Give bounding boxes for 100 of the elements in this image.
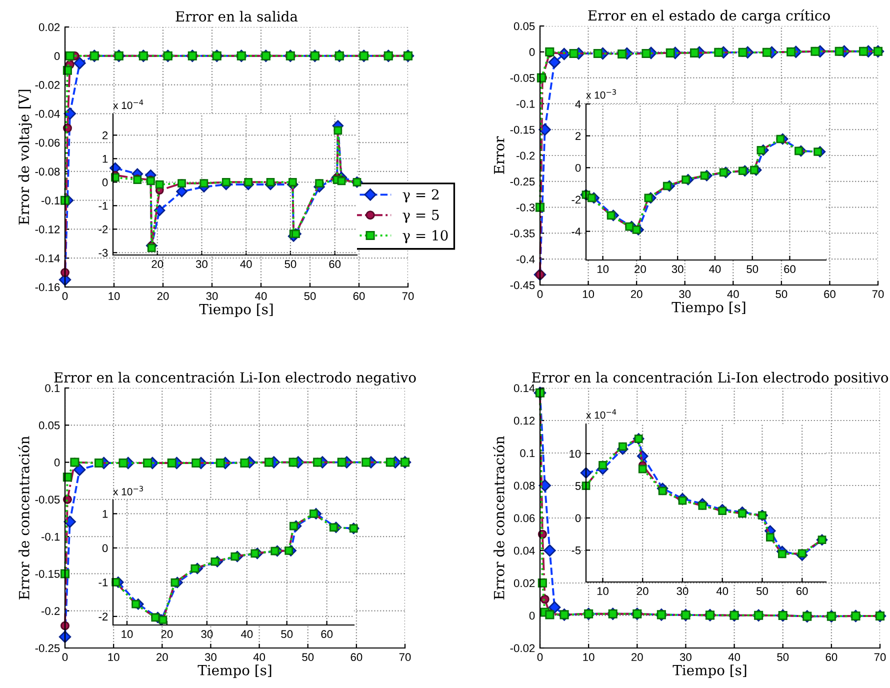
x-tick-label: 60	[796, 587, 808, 596]
y-tick-label: -0.04	[35, 110, 60, 118]
y-tick-label: -0.12	[35, 225, 60, 234]
y-axis-title: Error	[494, 136, 504, 174]
x-tick-label: 30	[672, 265, 684, 274]
x-tick-label: 40	[716, 587, 728, 596]
annotation: x 10$^{−3}$	[113, 486, 143, 496]
x-tick-label: 60	[321, 630, 333, 638]
x-tick-label: 40	[240, 260, 252, 268]
x-tick-label: 30	[676, 587, 688, 596]
y-tick-label: -0.2	[516, 152, 535, 160]
x-tick-label: 50	[777, 653, 789, 662]
legend-label: γ = 5	[402, 210, 439, 223]
x-tick-label: 40	[255, 292, 267, 300]
x-tick-label: 70	[874, 653, 886, 662]
y-tick-label: -0.16	[35, 283, 60, 292]
x-tick-label: 50	[776, 290, 788, 298]
y-tick-label: -0.14	[35, 254, 60, 262]
annotation: x 10$^{−4}$	[113, 100, 144, 110]
x-tick-label: 30	[679, 290, 691, 298]
x-tick-label: 10	[108, 653, 120, 662]
y-tick-label: 0.1	[45, 384, 60, 392]
chart-title: Error en la concentración Li-Ion electrodo positivo	[532, 371, 888, 386]
y-tick-label: 0.14	[514, 384, 535, 392]
x-tick-label: 40	[253, 653, 266, 662]
y-tick-label: 0	[54, 458, 60, 466]
x-tick-label: 0	[537, 290, 543, 298]
x-tick-label: 20	[630, 290, 642, 298]
y-tick-label: 0	[529, 612, 535, 620]
y-tick-label: 0	[529, 48, 535, 56]
y-tick-label: 0	[54, 52, 60, 60]
y-tick-label: 4	[575, 100, 581, 108]
y-tick-label: 0	[575, 164, 581, 172]
y-tick-label: 0	[102, 544, 108, 552]
y-tick-label: 0.1	[520, 449, 535, 458]
y-tick-label: -1	[98, 202, 108, 210]
x-tick-label: 10	[597, 265, 609, 274]
y-tick-label: 0.04	[514, 546, 535, 555]
x-tick-label: 10	[597, 587, 608, 596]
y-tick-label: 2	[576, 132, 581, 140]
y-tick-label: -0.05	[35, 496, 60, 504]
x-tick-label: 30	[201, 630, 213, 638]
x-axis-title: Tiempo [s]	[199, 304, 273, 318]
x-tick-label: 30	[196, 260, 208, 268]
x-tick-label: 70	[399, 653, 411, 662]
x-tick-label: 40	[240, 630, 253, 638]
x-tick-label: 20	[157, 292, 169, 300]
y-tick-label: 0.08	[514, 482, 535, 490]
x-tick-label: 0	[537, 653, 543, 662]
x-tick-label: 70	[872, 290, 884, 298]
y-tick-label: -2	[98, 225, 108, 234]
y-tick-label: -0.3	[516, 204, 535, 212]
y-tick-label: -5	[572, 546, 581, 554]
y-axis-title: Error de concentración	[18, 436, 30, 600]
y-tick-label: -0.25	[510, 178, 535, 186]
x-tick-label: 50	[746, 265, 758, 274]
y-tick-label: 0	[575, 514, 581, 522]
y-tick-label: -0.1	[41, 532, 60, 541]
x-axis-title: Tiempo [s]	[672, 302, 746, 316]
y-tick-label: 1	[102, 155, 108, 163]
annotation: x 10$^{−3}$	[586, 89, 616, 99]
x-tick-label: 60	[350, 653, 362, 662]
annotation: x 10$^{−4}$	[586, 409, 616, 419]
x-tick-label: 20	[152, 260, 164, 268]
x-tick-label: 20	[636, 587, 648, 596]
y-tick-label: -4	[572, 228, 581, 236]
y-tick-label: -2	[572, 196, 581, 204]
x-tick-label: 30	[680, 653, 692, 662]
x-tick-label: 10	[108, 292, 120, 300]
y-tick-label: -0.15	[35, 570, 60, 578]
legend-label: γ = 2	[402, 189, 438, 202]
y-tick-label: -3	[98, 248, 108, 257]
chart-title: Error en el estado de carga crítico	[588, 9, 830, 24]
x-tick-label: 40	[709, 265, 721, 274]
y-tick-label: -0.02	[35, 81, 60, 89]
x-tick-label: 20	[156, 653, 168, 662]
x-tick-label: 60	[824, 290, 836, 298]
x-tick-label: 50	[304, 292, 316, 300]
x-tick-label: 60	[826, 653, 838, 662]
y-axis-title: Error de concentración	[493, 436, 504, 600]
x-tick-label: 0	[62, 653, 68, 662]
x-tick-label: 30	[204, 653, 216, 662]
y-tick-label: 0.05	[38, 421, 60, 430]
y-tick-label: 1	[102, 510, 108, 518]
x-tick-label: 60	[329, 260, 341, 268]
x-tick-label: 50	[756, 587, 768, 596]
x-tick-label: 50	[284, 260, 296, 268]
y-tick-label: 0.02	[514, 579, 535, 588]
y-tick-label: -0.05	[510, 74, 535, 82]
y-tick-label: 0.12	[514, 416, 535, 425]
x-tick-label: 10	[582, 290, 594, 298]
x-tick-label: 40	[727, 290, 739, 298]
y-tick-label: 5	[575, 482, 581, 490]
x-tick-label: 60	[353, 292, 365, 300]
x-tick-label: 20	[634, 265, 646, 274]
y-tick-label: -0.1	[41, 196, 60, 204]
x-axis-title: Tiempo [s]	[672, 664, 746, 678]
y-tick-label: -0.1	[516, 100, 535, 108]
y-axis-title: Error de voltaje [V]	[18, 90, 32, 225]
y-tick-label: 0	[102, 178, 108, 186]
